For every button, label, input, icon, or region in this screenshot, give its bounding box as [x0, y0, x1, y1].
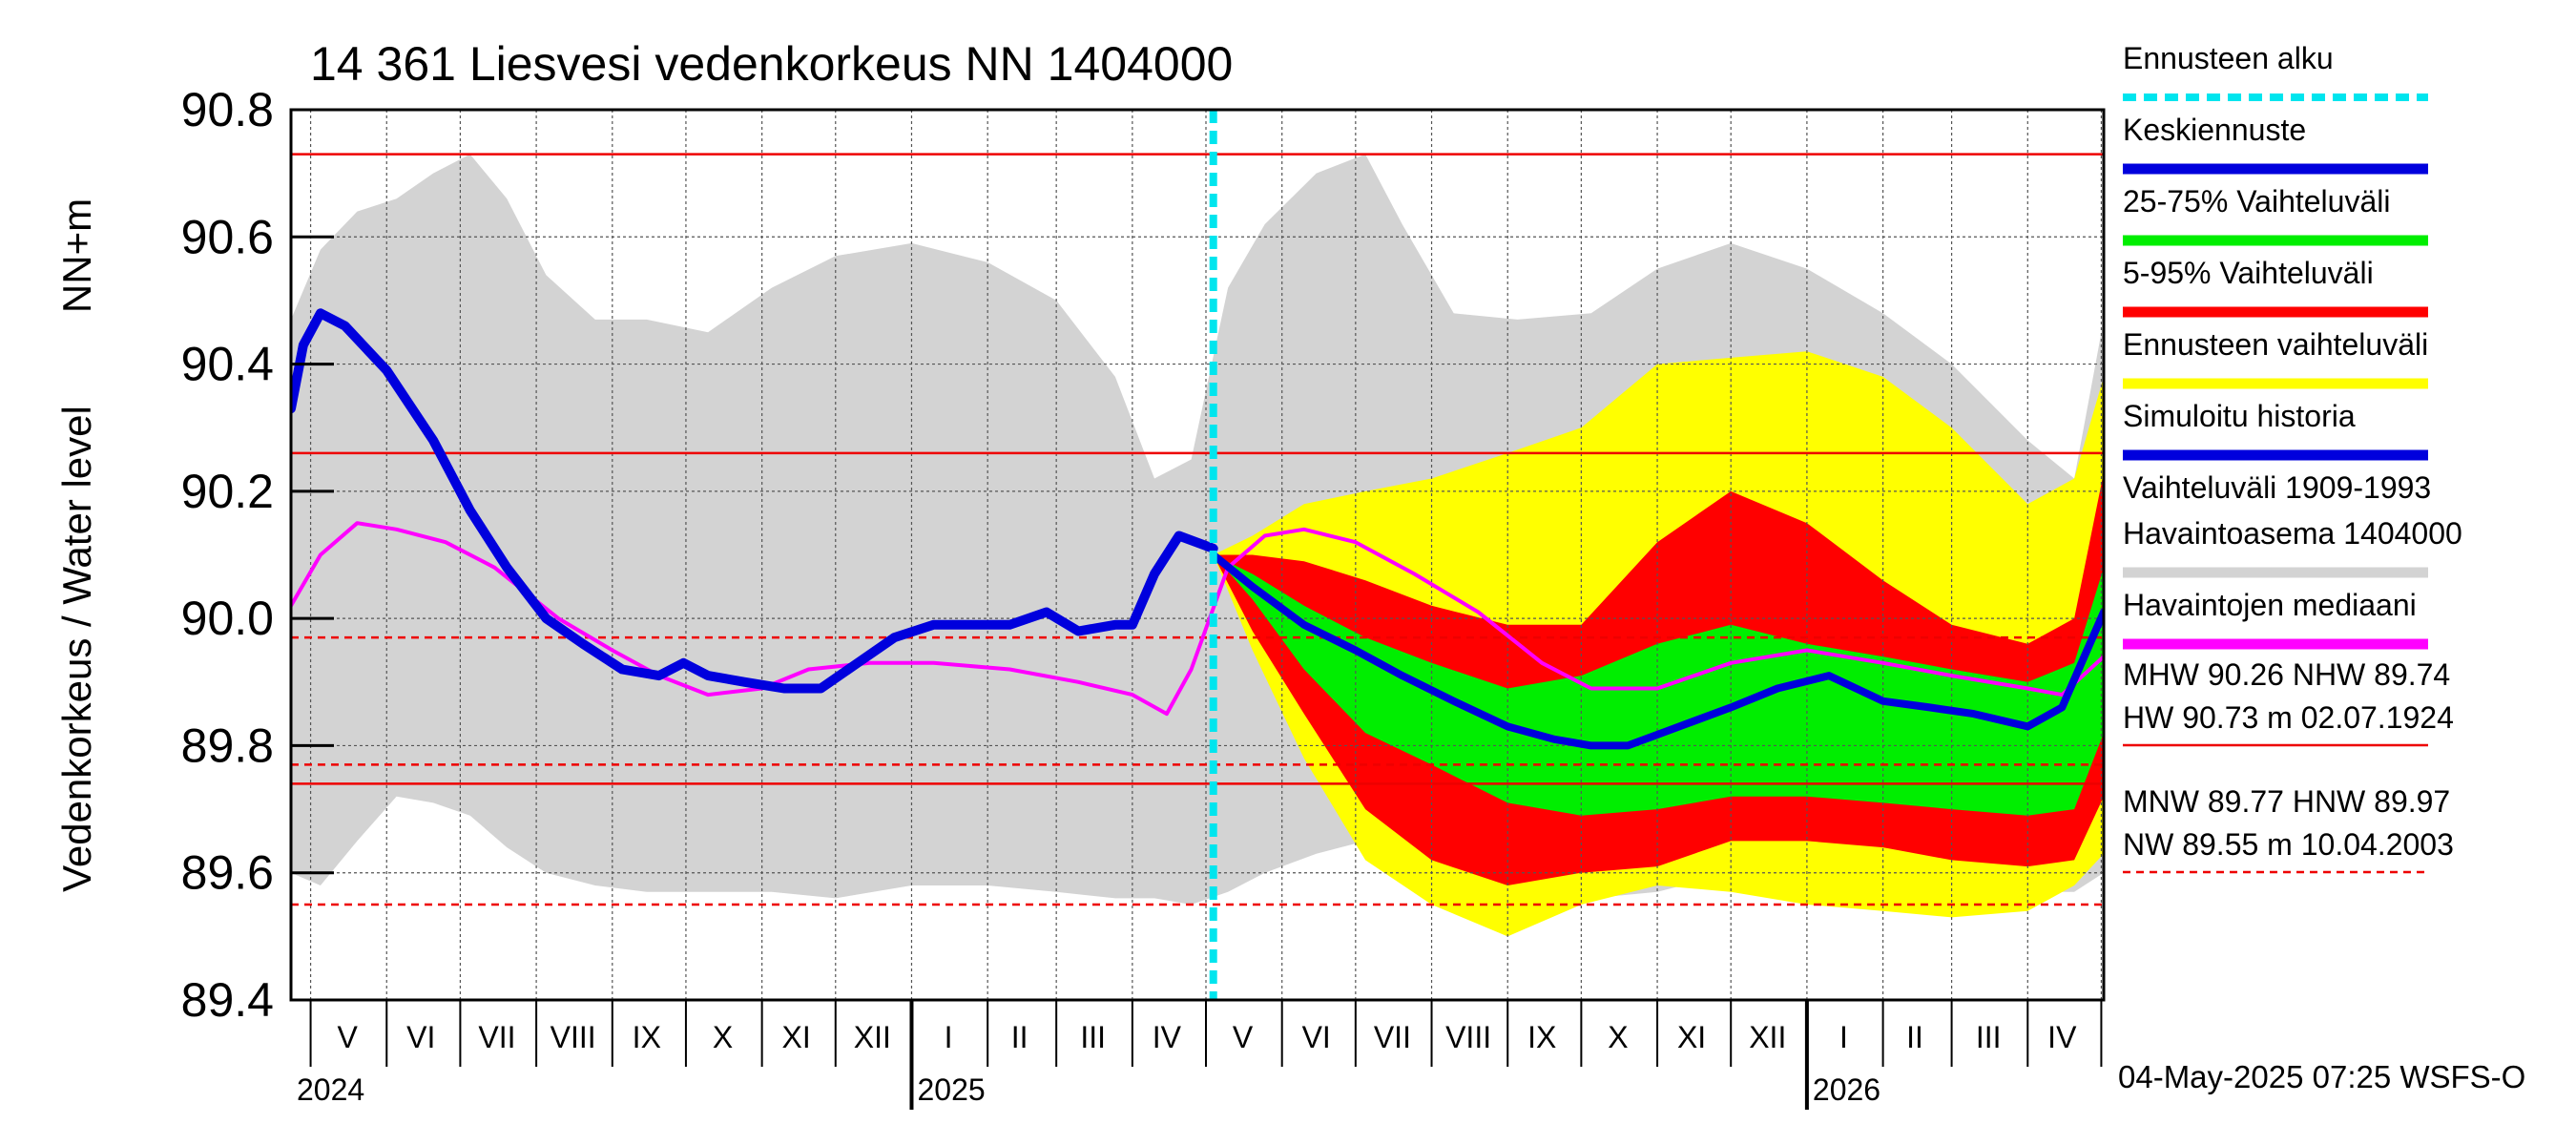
x-month-label: V: [337, 1020, 358, 1054]
x-month-label: V: [1233, 1020, 1254, 1054]
x-month-label: VII: [1374, 1020, 1411, 1054]
x-month-label: IV: [1153, 1020, 1182, 1054]
x-month-label: VIII: [1445, 1020, 1491, 1054]
y-tick-label: 89.8: [181, 718, 274, 772]
legend-label: Vaihteluväli 1909-1993: [2123, 470, 2431, 505]
x-month-label: III: [1976, 1020, 2002, 1054]
x-year-label: 2024: [297, 1072, 364, 1107]
stats-line: MNW 89.77 HNW 89.97: [2123, 784, 2450, 819]
y-tick-label: 90.2: [181, 465, 274, 518]
y-tick-label: 89.4: [181, 973, 274, 1027]
x-month-label: VIII: [551, 1020, 596, 1054]
x-month-label: VII: [478, 1020, 515, 1054]
x-month-label: XII: [854, 1020, 891, 1054]
x-month-label: X: [713, 1020, 733, 1054]
x-month-label: XI: [782, 1020, 811, 1054]
legend-label: Ennusteen vaihteluväli: [2123, 327, 2428, 362]
x-month-label: I: [945, 1020, 953, 1054]
legend-label: 5-95% Vaihteluväli: [2123, 256, 2374, 290]
x-month-label: II: [1011, 1020, 1028, 1054]
x-month-label: IX: [1527, 1020, 1556, 1054]
x-month-label: VI: [406, 1020, 435, 1054]
y-axis-unit: NN+m: [54, 198, 99, 313]
stats-line: MHW 90.26 NHW 89.74: [2123, 657, 2450, 692]
x-year-label: 2025: [917, 1072, 985, 1107]
legend-label: Keskiennuste: [2123, 113, 2306, 147]
line-keskiennuste: [1209, 551, 2104, 750]
legend-label: Simuloitu historia: [2123, 399, 2356, 433]
x-month-label: I: [1839, 1020, 1848, 1054]
timestamp-label: 04-May-2025 07:25 WSFS-O: [2118, 1059, 2525, 1094]
y-axis-label: Vedenkorkeus / Water level: [54, 406, 99, 892]
legend: Ennusteen alku Keskiennuste 25-75% Vaihtel…: [2123, 41, 2462, 874]
y-tick-label: 90.8: [181, 83, 274, 136]
legend-label: Ennusteen alku: [2123, 41, 2334, 75]
x-year-label: 2026: [1813, 1072, 1880, 1107]
plot-frame: [289, 108, 2106, 1002]
y-tick-label: 90.4: [181, 338, 274, 391]
x-month-label: IV: [2047, 1020, 2077, 1054]
y-tick-label: 89.6: [181, 846, 274, 900]
chart-title: 14 361 Liesvesi vedenkorkeus NN 1404000: [310, 37, 1233, 91]
x-month-label: III: [1080, 1020, 1106, 1054]
x-month-label: II: [1906, 1020, 1923, 1054]
x-month-label: X: [1608, 1020, 1628, 1054]
band-25-75-vaihteluv-li: [1213, 554, 2104, 816]
stats-line: NW 89.55 m 10.04.2003: [2123, 827, 2454, 862]
x-month-label: IX: [633, 1020, 661, 1054]
stats-line: HW 90.73 m 02.07.1924: [2123, 700, 2454, 735]
x-month-label: XI: [1677, 1020, 1706, 1054]
y-tick-label: 90.0: [181, 592, 274, 645]
x-month-label: XII: [1749, 1020, 1786, 1054]
legend-label: Havaintoasema 1404000: [2123, 516, 2462, 551]
legend-label: 25-75% Vaihteluväli: [2123, 184, 2390, 219]
y-tick-label: 90.6: [181, 210, 274, 263]
line-simuloitu-historia: [291, 308, 1218, 694]
legend-label: Havaintojen mediaani: [2123, 588, 2417, 622]
x-month-label: VI: [1302, 1020, 1331, 1054]
